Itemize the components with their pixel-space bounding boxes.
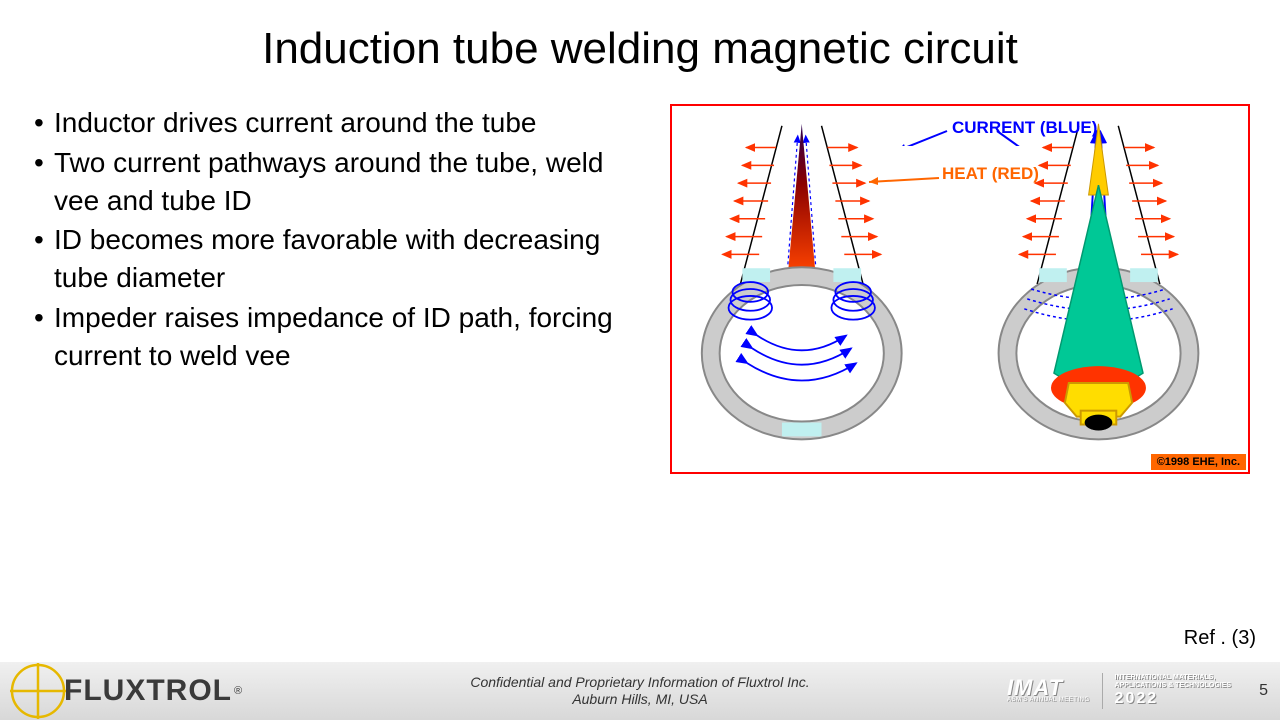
bullet-list: Inductor drives current around the tube … <box>30 104 650 474</box>
bullet-item: Inductor drives current around the tube <box>30 104 650 142</box>
brand-name: FLUXTROL <box>64 674 232 708</box>
footer-confidential: Confidential and Proprietary Information… <box>470 674 809 708</box>
brand-logo: FLUXTROL ® <box>0 661 242 721</box>
heat-label: HEAT (RED) <box>942 164 1039 184</box>
conference-logo: IMAT ASM'S ANNUAL MEETING <box>1007 678 1090 703</box>
current-label: CURRENT (BLUE) <box>952 118 1097 138</box>
diagram-figure: CURRENT (BLUE) HEAT (RED) <box>670 104 1250 474</box>
bullet-item: Impeder raises impedance of ID path, for… <box>30 299 650 375</box>
diagram-svg <box>672 106 1248 472</box>
fluxtrol-icon <box>8 661 68 721</box>
footer-conference: IMAT ASM'S ANNUAL MEETING INTERNATIONAL … <box>1007 673 1268 709</box>
slide-title: Induction tube welding magnetic circuit <box>0 0 1280 104</box>
bullet-item: Two current pathways around the tube, we… <box>30 144 650 220</box>
content-area: Inductor drives current around the tube … <box>0 104 1280 474</box>
conference-name: INTERNATIONAL MATERIALS, APPLICATIONS & … <box>1115 674 1232 691</box>
figure-copyright: ©1998 EHE, Inc. <box>1151 454 1246 470</box>
bullet-item: ID becomes more favorable with decreasin… <box>30 221 650 297</box>
conference-year: 2022 <box>1115 690 1232 708</box>
reference-text: Ref . (3) <box>1184 627 1256 650</box>
footer-bar: FLUXTROL ® Confidential and Proprietary … <box>0 662 1280 720</box>
registered-mark: ® <box>234 685 242 697</box>
page-number: 5 <box>1259 682 1268 700</box>
